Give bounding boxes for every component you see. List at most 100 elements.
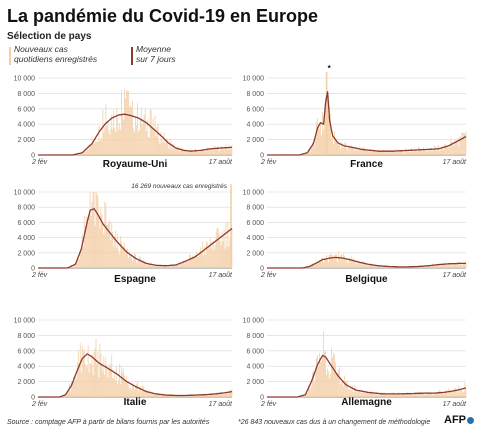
daily-bar xyxy=(343,147,345,155)
daily-bar xyxy=(161,265,163,268)
daily-bar xyxy=(178,265,180,268)
daily-bar xyxy=(183,395,185,397)
y-tick-label: 6 000 xyxy=(17,106,35,113)
daily-bar xyxy=(378,266,380,268)
daily-bar xyxy=(215,231,217,268)
daily-bar xyxy=(139,386,141,397)
daily-bar xyxy=(224,248,226,268)
daily-bar xyxy=(465,131,467,155)
daily-bar xyxy=(465,261,467,268)
daily-bar xyxy=(85,216,87,268)
daily-bar xyxy=(451,141,453,155)
daily-bar xyxy=(365,150,367,155)
daily-bar xyxy=(152,118,154,155)
daily-bar xyxy=(321,257,322,268)
daily-bar xyxy=(459,390,461,397)
daily-bar xyxy=(429,149,430,155)
daily-bar xyxy=(140,391,142,397)
daily-bar xyxy=(381,391,383,397)
daily-bar xyxy=(214,244,216,268)
daily-bar xyxy=(106,364,108,397)
daily-bar xyxy=(130,387,131,397)
daily-bar xyxy=(380,266,382,268)
daily-bar xyxy=(158,265,160,268)
daily-bar xyxy=(450,263,452,268)
daily-bar xyxy=(174,149,176,155)
daily-bar xyxy=(336,254,338,268)
daily-bar xyxy=(327,368,328,397)
daily-bar xyxy=(365,391,367,397)
daily-bar xyxy=(340,149,342,155)
daily-bar xyxy=(378,150,380,155)
daily-bar xyxy=(166,137,168,155)
y-tick-label: 2 000 xyxy=(246,250,264,257)
daily-bar xyxy=(346,259,348,268)
daily-bar xyxy=(179,151,181,155)
daily-bar xyxy=(224,147,226,155)
daily-bar xyxy=(154,115,156,155)
daily-bar xyxy=(445,262,447,268)
daily-bar xyxy=(445,390,447,397)
daily-bar xyxy=(221,146,223,155)
daily-bar xyxy=(203,246,205,268)
daily-bar xyxy=(123,368,124,397)
daily-bar xyxy=(329,106,330,155)
daily-bar xyxy=(367,391,369,397)
daily-bar xyxy=(124,375,125,397)
daily-bar xyxy=(142,118,144,155)
daily-bar xyxy=(138,129,140,155)
daily-bar xyxy=(104,201,106,268)
daily-bar xyxy=(179,262,181,268)
daily-bar xyxy=(309,150,311,155)
x-end-label: 17 août xyxy=(209,272,233,279)
daily-bar xyxy=(334,131,335,155)
daily-bar xyxy=(100,138,102,155)
daily-bar xyxy=(409,393,411,397)
daily-bar xyxy=(90,364,92,397)
daily-bar xyxy=(78,259,80,268)
daily-bar xyxy=(390,393,392,397)
daily-bar xyxy=(103,132,105,155)
daily-bar xyxy=(104,127,106,155)
daily-bar xyxy=(432,394,433,397)
daily-bar xyxy=(341,381,343,397)
daily-bar xyxy=(227,393,229,397)
daily-bar xyxy=(204,394,206,397)
daily-bar xyxy=(116,247,118,268)
daily-bar xyxy=(116,107,118,155)
daily-bar xyxy=(363,391,365,397)
daily-bar xyxy=(434,392,435,397)
daily-bar xyxy=(161,394,163,397)
daily-bar xyxy=(73,263,75,268)
daily-bar xyxy=(350,386,352,397)
daily-bar xyxy=(144,390,146,397)
daily-bar xyxy=(361,264,363,268)
daily-bar xyxy=(322,112,323,155)
daily-bar xyxy=(194,151,195,155)
daily-bar xyxy=(136,381,138,397)
daily-bar xyxy=(387,266,389,268)
daily-bar xyxy=(389,394,391,397)
daily-bar xyxy=(453,391,455,397)
daily-bar xyxy=(310,266,312,268)
daily-bar xyxy=(352,146,354,155)
daily-bar xyxy=(125,98,126,155)
daily-bar xyxy=(420,266,421,268)
daily-bar xyxy=(442,145,444,155)
daily-bar xyxy=(199,254,200,268)
daily-bar xyxy=(359,261,361,268)
chart-panel-royaume-uni: 0 2 000 4 000 6 000 8 000 10 000 2 fév 17 août R… xyxy=(14,76,233,171)
daily-bar xyxy=(218,232,220,268)
daily-bar xyxy=(309,266,311,268)
daily-bar xyxy=(114,127,116,155)
daily-bar xyxy=(449,392,451,397)
daily-bar xyxy=(207,248,209,268)
daily-bar xyxy=(137,132,139,155)
daily-bar xyxy=(428,393,429,397)
daily-bar xyxy=(76,259,78,268)
daily-bar xyxy=(224,394,226,397)
daily-bar xyxy=(457,393,459,397)
daily-bar xyxy=(389,149,391,155)
daily-bar xyxy=(171,265,173,268)
daily-bar xyxy=(178,395,180,397)
